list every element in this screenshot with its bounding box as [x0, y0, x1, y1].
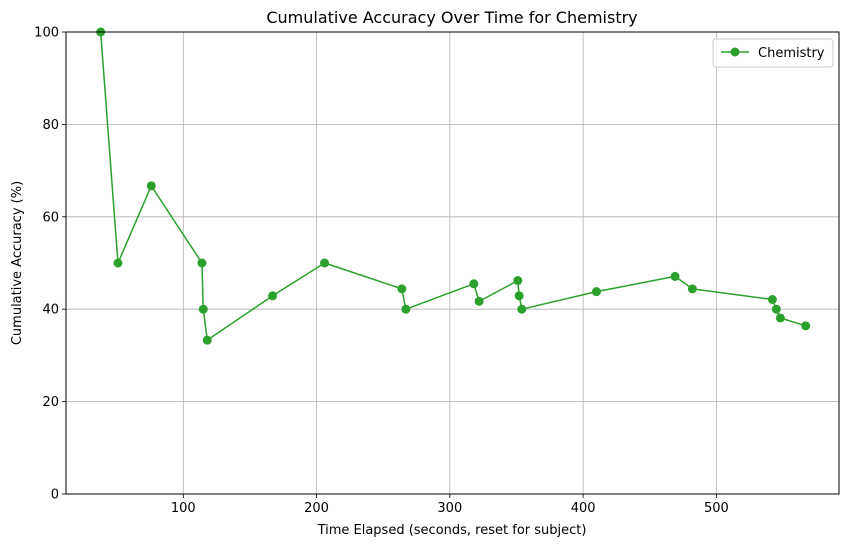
- legend-label-chemistry: Chemistry: [758, 46, 825, 61]
- data-point: [198, 304, 208, 314]
- data-point: [202, 335, 212, 345]
- data-point: [771, 304, 781, 314]
- data-point: [197, 258, 207, 268]
- data-point: [320, 258, 330, 268]
- data-point: [469, 279, 479, 289]
- data-point: [514, 291, 524, 301]
- data-point: [591, 287, 601, 297]
- x-axis-label: Time Elapsed (seconds, reset for subject…: [317, 523, 587, 538]
- data-point: [670, 271, 680, 281]
- y-tick-label: 100: [34, 26, 59, 41]
- data-point: [397, 284, 407, 294]
- series-layer: [96, 27, 811, 345]
- series-line-chemistry: [99, 31, 806, 341]
- x-tick-label: 400: [571, 501, 596, 516]
- data-point: [517, 304, 527, 314]
- legend: Chemistry: [712, 38, 834, 68]
- x-tick-label: 200: [304, 501, 329, 516]
- data-point: [401, 304, 411, 314]
- data-point: [775, 313, 785, 323]
- data-point: [513, 276, 523, 286]
- y-tick-label: 20: [42, 395, 59, 410]
- data-point: [474, 296, 484, 306]
- y-tick-label: 80: [42, 118, 59, 133]
- data-point: [801, 321, 811, 331]
- legend-box: [712, 38, 834, 68]
- y-tick-label: 40: [42, 303, 59, 318]
- chart-title: Cumulative Accuracy Over Time for Chemis…: [266, 8, 637, 27]
- y-tick-label: 0: [51, 488, 59, 503]
- y-axis-label: Cumulative Accuracy (%): [10, 181, 25, 345]
- data-point: [268, 291, 278, 301]
- data-point: [687, 284, 697, 294]
- y-axis-ticks: 0 20 40 60 80 100: [34, 26, 66, 503]
- x-tick-label: 500: [704, 501, 729, 516]
- x-axis-ticks: 100 200 300 400 500: [171, 494, 729, 516]
- legend-marker-chemistry: [730, 47, 740, 57]
- data-point: [113, 258, 123, 268]
- x-tick-label: 300: [437, 501, 462, 516]
- y-tick-label: 60: [42, 210, 59, 225]
- x-tick-label: 100: [171, 501, 196, 516]
- data-point: [146, 181, 156, 191]
- data-point: [767, 294, 777, 304]
- plot-area-frame: [65, 31, 840, 495]
